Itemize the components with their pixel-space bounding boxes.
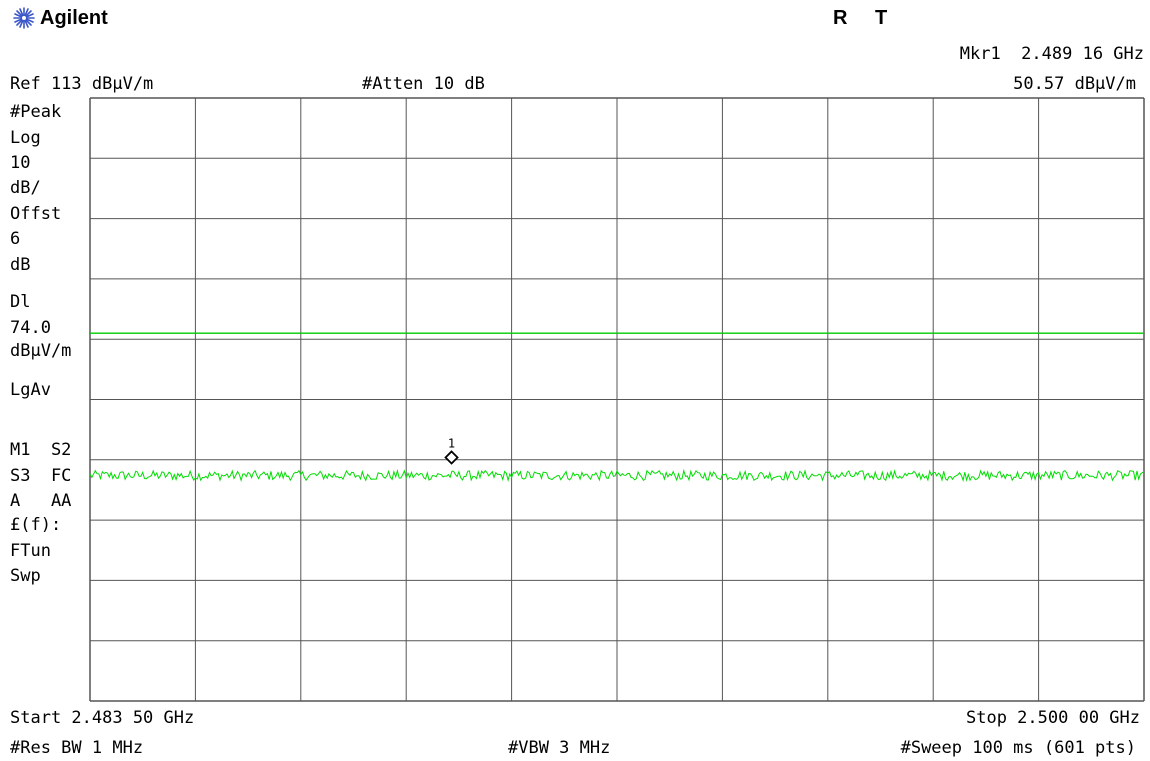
- stop-frequency: Stop 2.500 00 GHz: [966, 708, 1140, 728]
- side-annotation-line: Dl: [10, 292, 31, 312]
- status-t: T: [875, 7, 888, 29]
- side-annotation-line: FTun: [10, 541, 51, 561]
- agilent-logo-icon: [13, 7, 35, 29]
- side-annotation-line: Log: [10, 128, 41, 148]
- side-annotation-line: Swp: [10, 566, 41, 586]
- side-annotation-line: Offst: [10, 204, 62, 224]
- marker-1-diamond: [444, 450, 459, 465]
- marker-1-label: 1: [448, 436, 455, 450]
- reference-level: Ref 113 dBµV/m: [10, 74, 154, 94]
- side-annotation-line: dB/: [10, 178, 41, 198]
- side-annotation-line: LgAv: [10, 380, 51, 400]
- spectrum-trace: [89, 468, 1145, 483]
- side-annotation-line: A AA: [10, 491, 72, 511]
- side-annotation-line: 10: [10, 153, 31, 173]
- side-annotation-line: #Peak: [10, 102, 62, 122]
- brand-name: Agilent: [40, 7, 108, 29]
- side-annotation-line: dB: [10, 255, 31, 275]
- start-frequency: Start 2.483 50 GHz: [10, 708, 195, 728]
- video-bandwidth: #VBW 3 MHz: [508, 738, 611, 758]
- sweep-settings: #Sweep 100 ms (601 pts): [900, 738, 1136, 758]
- marker-readout-amplitude: 50.57 dBµV/m: [1013, 74, 1136, 94]
- status-r: R: [833, 7, 848, 29]
- attenuation: #Atten 10 dB: [362, 74, 485, 94]
- marker-readout-frequency: Mkr1 2.489 16 GHz: [959, 44, 1144, 64]
- resolution-bandwidth: #Res BW 1 MHz: [10, 738, 144, 758]
- side-annotation-line: M1 S2: [10, 440, 72, 460]
- side-annotation-line: 74.0: [10, 318, 51, 338]
- side-annotation-line: S3 FC: [10, 466, 72, 486]
- side-annotation-line: £(f):: [10, 515, 62, 535]
- side-annotation-line: dBµV/m: [10, 341, 72, 361]
- side-annotation-line: 6: [10, 229, 21, 249]
